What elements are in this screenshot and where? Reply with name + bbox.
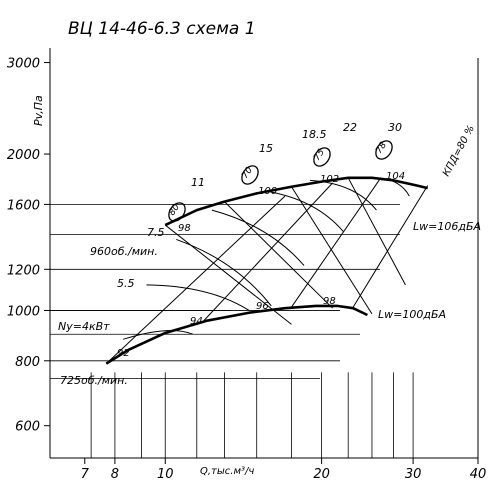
power-value: 22 <box>343 121 357 134</box>
x-axis-ticks: 7 8 10 20 30 40 <box>81 458 487 482</box>
chart-title: ВЦ 14-46-6.3 схема 1 <box>68 19 256 39</box>
rpm-curves <box>105 176 428 365</box>
rpm-curve <box>105 304 368 365</box>
power-arc <box>264 190 344 232</box>
power-arc <box>176 238 272 307</box>
noise-value: 96 <box>256 301 269 312</box>
noise-value: 102 <box>320 174 339 185</box>
noise-value: 98 <box>323 296 336 307</box>
efficiency-badge: 70 <box>240 165 259 185</box>
x-tick-label: 40 <box>470 467 487 482</box>
efficiency-badge: 78 <box>374 140 393 160</box>
y-tick-label: 800 <box>15 355 40 370</box>
x-tick-label: 10 <box>157 467 174 482</box>
y-axis-ticks: 600 800 1000 1200 1600 2000 3000 <box>7 57 50 435</box>
power-value: 15 <box>259 142 273 155</box>
rpm-high-label: 960об./мин. <box>90 245 158 258</box>
y-tick-label: 1200 <box>7 263 40 278</box>
y-axis-label: Pv,Па <box>32 95 45 126</box>
power-value: 7.5 <box>147 226 165 239</box>
y-tick-label: 3000 <box>7 57 40 72</box>
power-arc <box>146 284 250 311</box>
power-label: Ny=4кВт <box>58 320 110 333</box>
power-arc <box>123 330 194 340</box>
grid-lines <box>50 203 414 458</box>
x-axis-label: Q,тыс.м³/ч <box>200 466 254 477</box>
y-tick-label: 1000 <box>7 304 40 319</box>
x-tick-label: 20 <box>313 467 330 482</box>
noise-high-label: Lw=106дБА <box>413 220 481 233</box>
power-value: 18.5 <box>302 128 327 141</box>
x-tick-label: 8 <box>111 467 119 482</box>
noise-value: 94 <box>190 316 203 327</box>
rpm-curve <box>164 176 428 227</box>
rpm-low-label: 725об./мин. <box>60 374 128 387</box>
noise-value: 92 <box>117 348 130 359</box>
efficiency-badge: 75 <box>312 147 331 167</box>
power-value: 30 <box>388 121 402 134</box>
efficiency-line <box>224 201 333 309</box>
efficiency-lines <box>105 177 429 365</box>
y-tick-label: 2000 <box>7 148 40 163</box>
efficiency-badge: 80 <box>167 202 186 222</box>
noise-value: 100 <box>258 186 277 197</box>
power-value: 5.5 <box>117 277 135 290</box>
noise-value: 104 <box>386 171 405 182</box>
power-arcs <box>123 176 410 340</box>
y-tick-label: 600 <box>15 420 40 435</box>
x-tick-label: 30 <box>405 467 422 482</box>
plot-frame <box>49 48 479 459</box>
efficiency-line <box>347 177 406 286</box>
power-value: 11 <box>191 176 205 189</box>
efficiency-line <box>352 185 429 308</box>
efficiency-line <box>164 224 292 325</box>
efficiency-line <box>291 186 373 315</box>
y-tick-label: 1600 <box>7 198 40 213</box>
x-tick-label: 7 <box>81 467 90 482</box>
noise-value: 98 <box>178 223 191 234</box>
noise-low-label: Lw=100дБА <box>378 308 446 321</box>
efficiency-line <box>291 177 382 308</box>
efficiency-axis-label: КПД=80 % <box>441 124 477 179</box>
power-arc <box>211 209 305 266</box>
